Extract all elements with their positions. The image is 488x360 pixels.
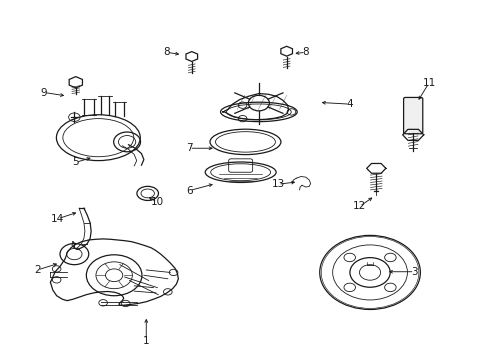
Text: 2: 2 [34,265,41,275]
Text: 5: 5 [72,157,79,167]
Text: 12: 12 [352,202,366,211]
Text: 9: 9 [41,87,47,98]
Text: 11: 11 [422,78,435,88]
Text: 7: 7 [186,143,192,153]
Text: 4: 4 [346,99,352,109]
Text: 14: 14 [51,214,64,224]
FancyBboxPatch shape [403,98,422,134]
Text: 13: 13 [271,179,284,189]
Text: 6: 6 [186,186,192,195]
Text: 3: 3 [410,267,417,277]
Text: 8: 8 [163,47,170,57]
Text: 1: 1 [142,336,149,346]
Text: 10: 10 [150,197,163,207]
Text: 8: 8 [302,47,308,57]
